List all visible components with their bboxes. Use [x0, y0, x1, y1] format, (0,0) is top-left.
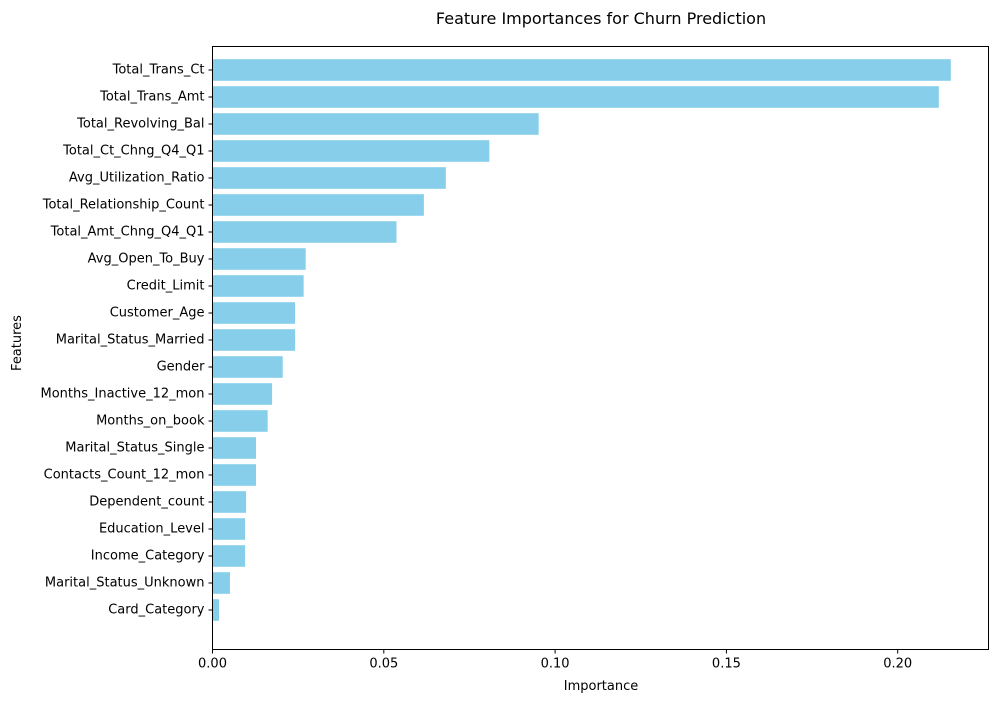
y-ticks-layer: Total_Trans_Ct Total_Trans_Amt Total_Revol… [40, 63, 213, 618]
bar-dependent-count [212, 491, 247, 513]
bar-income-category [212, 545, 246, 567]
bar-avg-open-to-buy [212, 248, 306, 270]
x-tick-label: 0.15 [712, 657, 741, 672]
bar-marital-status-single [212, 437, 257, 459]
y-tick-label: Total_Trans_Ct [112, 63, 205, 78]
y-tick-label: Avg_Utilization_Ratio [69, 171, 205, 186]
y-tick-label: Total_Amt_Chng_Q4_Q1 [50, 225, 205, 240]
bar-contacts-count-12-mon [212, 464, 257, 486]
bar-months-inactive-12-mon [212, 383, 273, 405]
y-tick-label: Marital_Status_Married [56, 333, 205, 348]
y-axis-label: Features [10, 315, 25, 371]
bar-credit-limit [212, 275, 304, 297]
y-tick-label: Total_Relationship_Count [42, 198, 205, 213]
chart-title: Feature Importances for Churn Prediction [436, 9, 766, 28]
x-tick-label: 0.05 [369, 657, 398, 672]
y-tick-label: Months_Inactive_12_mon [40, 387, 204, 402]
x-tick-label: 0.20 [883, 657, 912, 672]
x-tick-label: 0.10 [541, 657, 570, 672]
bar-total-revolving-bal [212, 113, 539, 135]
x-ticks-layer: 0.00 0.05 0.10 0.15 0.20 [198, 649, 912, 672]
bar-total-trans-amt [212, 86, 939, 108]
bar-marital-status-unknown [212, 572, 230, 594]
bar-gender [212, 356, 283, 378]
y-tick-label: Gender [157, 360, 206, 375]
y-tick-label: Income_Category [91, 549, 205, 564]
bars-layer [212, 59, 951, 621]
bar-card-category [212, 599, 220, 621]
y-tick-label: Education_Level [99, 522, 205, 537]
bar-avg-utilization-ratio [212, 167, 446, 189]
bar-total-trans-ct [212, 59, 951, 81]
y-tick-label: Contacts_Count_12_mon [44, 468, 205, 483]
y-tick-label: Total_Ct_Chng_Q4_Q1 [62, 144, 204, 159]
bar-total-amt-chng-q4-q1 [212, 221, 397, 243]
bar-customer-age [212, 302, 296, 324]
y-tick-label: Customer_Age [110, 306, 205, 321]
y-tick-label: Marital_Status_Single [65, 441, 204, 456]
y-tick-label: Total_Revolving_Bal [76, 117, 204, 132]
bar-total-ct-chng-q4-q1 [212, 140, 490, 162]
y-tick-label: Credit_Limit [127, 279, 205, 294]
y-tick-label: Dependent_count [89, 495, 204, 510]
bar-months-on-book [212, 410, 268, 432]
y-tick-label: Marital_Status_Unknown [45, 576, 205, 591]
bar-education-level [212, 518, 246, 540]
y-tick-label: Total_Trans_Amt [99, 90, 204, 105]
y-tick-label: Card_Category [108, 603, 205, 618]
bar-total-relationship-count [212, 194, 424, 216]
x-axis-label: Importance [564, 679, 639, 694]
plot-frame [212, 46, 989, 650]
x-tick-label: 0.00 [198, 657, 227, 672]
bar-marital-status-married [212, 329, 296, 351]
y-tick-label: Avg_Open_To_Buy [88, 252, 205, 267]
y-tick-label: Months_on_book [96, 414, 205, 429]
